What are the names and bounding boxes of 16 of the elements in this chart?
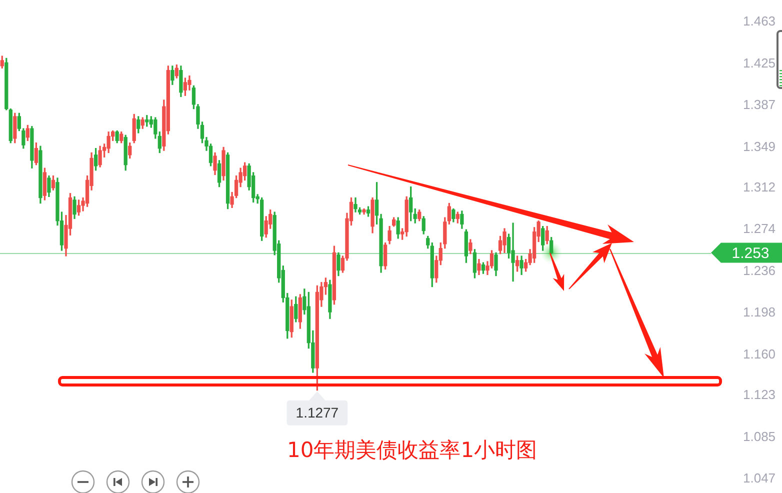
y-tick-label: 1.236 [743,262,776,278]
text: 10年期美债收益率1小时图 [287,437,538,463]
annotation: 1.1277 [296,404,339,421]
y-tick-label: 1.349 [743,138,776,154]
ref-line-label: 1.253 [732,244,770,262]
y-tick-label: 1.387 [743,97,776,112]
y-tick-label: 1.198 [743,304,776,320]
y-tick-label: 1.312 [743,179,776,194]
y-tick-label: 1.425 [743,55,776,70]
y-tick-label: 1.047 [743,470,776,486]
y-tick-label: 1.463 [743,14,776,29]
candlestick [511,222,515,282]
y-tick-label: 1.085 [743,428,776,444]
y-tick-label: 1.123 [743,387,776,402]
y-tick-label: 1.160 [743,346,776,362]
y-tick-label: 1.274 [743,221,776,236]
